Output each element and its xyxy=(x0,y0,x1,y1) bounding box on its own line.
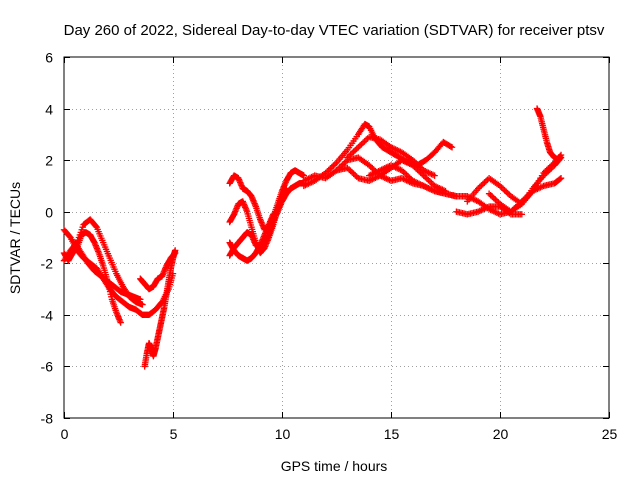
data-point-marker xyxy=(503,188,510,196)
data-point-marker xyxy=(426,178,434,185)
series-track-19 xyxy=(485,154,565,215)
data-point-marker xyxy=(447,143,454,150)
data-point-marker xyxy=(361,138,368,145)
y-tick-label: -8 xyxy=(41,411,54,427)
data-point-marker xyxy=(330,162,337,169)
data-point-marker xyxy=(422,173,429,181)
x-tick-label: 5 xyxy=(170,426,178,442)
data-point-marker xyxy=(476,183,483,191)
data-point-marker xyxy=(501,187,508,194)
y-axis-label: SDTVAR / TECUs xyxy=(7,182,23,294)
data-point-marker xyxy=(92,222,99,230)
series-track-18 xyxy=(533,105,563,164)
x-tick-label: 0 xyxy=(61,426,69,442)
data-points xyxy=(60,105,565,370)
data-point-marker xyxy=(345,166,353,173)
plot-frame xyxy=(63,56,610,419)
y-tick-label: 2 xyxy=(45,153,53,169)
x-tick-label: 20 xyxy=(493,426,509,442)
data-point-marker xyxy=(478,182,485,189)
data-point-marker xyxy=(171,249,179,257)
data-point-marker xyxy=(328,163,336,171)
data-point-marker xyxy=(331,160,339,168)
data-point-marker xyxy=(492,196,499,203)
series-track-16 xyxy=(464,151,565,208)
data-point-marker xyxy=(481,179,488,186)
y-tick-label: 0 xyxy=(45,205,53,221)
data-point-marker xyxy=(431,172,438,179)
data-point-marker xyxy=(490,194,497,202)
data-point-marker xyxy=(369,165,376,172)
data-point-marker xyxy=(448,144,456,151)
y-tick-label: -4 xyxy=(41,308,54,324)
data-point-marker xyxy=(350,170,357,177)
data-point-marker xyxy=(139,301,146,308)
data-point-marker xyxy=(351,172,359,179)
y-tick-label: 4 xyxy=(45,102,53,118)
data-point-marker xyxy=(356,142,364,149)
y-tick-label: -6 xyxy=(41,359,54,375)
data-point-marker xyxy=(504,190,511,197)
data-point-marker xyxy=(117,319,124,326)
series-track-10 xyxy=(226,167,307,233)
data-point-marker xyxy=(358,141,365,148)
data-point-marker xyxy=(423,175,431,182)
data-point-marker xyxy=(403,171,410,179)
data-point-marker xyxy=(327,165,334,172)
data-point-marker xyxy=(364,135,371,142)
data-point-marker xyxy=(493,197,501,205)
data-point-marker xyxy=(499,185,507,193)
data-point-marker xyxy=(350,148,357,155)
data-point-marker xyxy=(557,174,565,182)
data-point-marker xyxy=(355,144,362,151)
data-point-marker xyxy=(348,149,356,157)
data-point-marker xyxy=(487,191,494,199)
data-point-marker xyxy=(344,164,351,172)
data-point-marker xyxy=(137,296,144,303)
data-point-marker xyxy=(479,180,487,188)
x-tick-label: 15 xyxy=(384,426,400,442)
chart-title: Day 260 of 2022, Sidereal Day-to-day VTE… xyxy=(64,22,605,39)
data-point-marker xyxy=(557,154,565,161)
data-point-marker xyxy=(556,155,564,162)
data-point-marker xyxy=(401,170,409,177)
y-tick-label: 6 xyxy=(45,50,53,66)
x-tick-label: 10 xyxy=(275,426,291,442)
data-point-marker xyxy=(347,151,354,158)
data-point-marker xyxy=(348,169,356,176)
data-point-marker xyxy=(353,145,360,152)
data-point-marker xyxy=(489,193,496,200)
x-axis-label: GPS time / hours xyxy=(281,458,388,474)
data-point-marker xyxy=(425,176,432,184)
data-point-marker xyxy=(359,139,367,147)
y-tick-label: -2 xyxy=(41,256,54,272)
series-track-14 xyxy=(344,133,438,179)
data-point-marker xyxy=(556,175,564,183)
data-point-marker xyxy=(518,211,525,218)
series-track-4 xyxy=(71,239,144,303)
series-track-6 xyxy=(137,249,179,293)
x-tick-label: 25 xyxy=(602,426,618,442)
data-point-marker xyxy=(341,159,348,167)
data-point-marker xyxy=(351,146,359,154)
data-point-marker xyxy=(485,190,493,197)
axis-ticks: 0 5 10 15 20 25 -8 -6 -4 -2 0 2 4 6 xyxy=(41,50,618,443)
data-point-marker xyxy=(428,179,435,187)
